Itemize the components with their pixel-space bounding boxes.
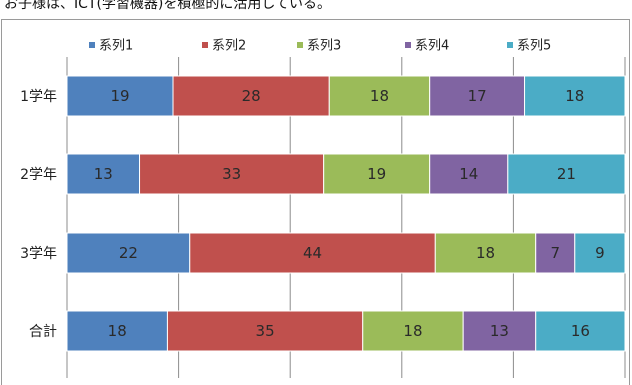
bar-segment xyxy=(535,310,626,352)
data-label: 14 xyxy=(459,165,478,183)
data-label: 9 xyxy=(595,244,605,262)
legend-label: 系列2 xyxy=(212,39,246,54)
legend-label: 系列4 xyxy=(415,39,449,54)
category-label: 3学年 xyxy=(20,246,57,262)
data-label: 18 xyxy=(403,322,422,340)
legend-swatch xyxy=(507,42,513,48)
bar-layer: 19 28 18 17 18 13 33 19 14 21 22 44 18 7 9 18 35 18 13 16 xyxy=(66,75,626,352)
bar-segment xyxy=(574,232,626,274)
data-label: 13 xyxy=(490,322,509,340)
legend-label: 系列5 xyxy=(517,39,551,54)
data-label: 19 xyxy=(367,165,386,183)
bar-segment xyxy=(66,232,191,274)
legend-label: 系列3 xyxy=(307,39,341,54)
legend-swatch xyxy=(202,42,208,48)
legend-swatch xyxy=(89,42,95,48)
bar-segment xyxy=(462,310,537,352)
data-label: 44 xyxy=(303,244,322,262)
survey-question-caption: お子様は、ICT(学習機器)を積極的に活用している。 xyxy=(4,0,331,12)
data-label: 18 xyxy=(108,322,127,340)
data-label: 18 xyxy=(565,87,584,105)
bar-segment xyxy=(66,310,168,352)
legend-swatch xyxy=(297,42,303,48)
bar-segment xyxy=(166,310,364,352)
legend: 系列1 系列2 系列3 系列4 系列5 xyxy=(89,39,551,54)
data-label: 13 xyxy=(94,165,113,183)
legend-label: 系列1 xyxy=(99,39,133,54)
category-label: 2学年 xyxy=(20,167,57,183)
bar-segment xyxy=(524,75,626,117)
data-label: 33 xyxy=(222,165,241,183)
bar-segment xyxy=(429,153,509,195)
data-label: 21 xyxy=(557,165,576,183)
bar-segment xyxy=(66,75,174,117)
data-label: 18 xyxy=(370,87,389,105)
category-label: 合計 xyxy=(29,324,57,340)
category-label: 1学年 xyxy=(20,89,57,105)
data-label: 35 xyxy=(256,322,275,340)
bar-segment xyxy=(66,153,141,195)
bar-segment xyxy=(434,232,537,274)
data-label: 19 xyxy=(110,87,129,105)
data-label: 22 xyxy=(119,244,138,262)
bar-segment xyxy=(507,153,626,195)
bar-segment xyxy=(535,232,576,274)
data-label: 28 xyxy=(242,87,261,105)
data-label: 17 xyxy=(468,87,487,105)
data-label: 16 xyxy=(571,322,590,340)
bar-segment xyxy=(172,75,330,117)
bar-segment xyxy=(139,153,325,195)
data-label: 7 xyxy=(550,244,560,262)
data-label: 18 xyxy=(476,244,495,262)
bar-segment xyxy=(328,75,431,117)
legend-swatch xyxy=(405,42,411,48)
bar-segment xyxy=(429,75,526,117)
bar-segment xyxy=(323,153,431,195)
bar-segment xyxy=(189,232,436,274)
